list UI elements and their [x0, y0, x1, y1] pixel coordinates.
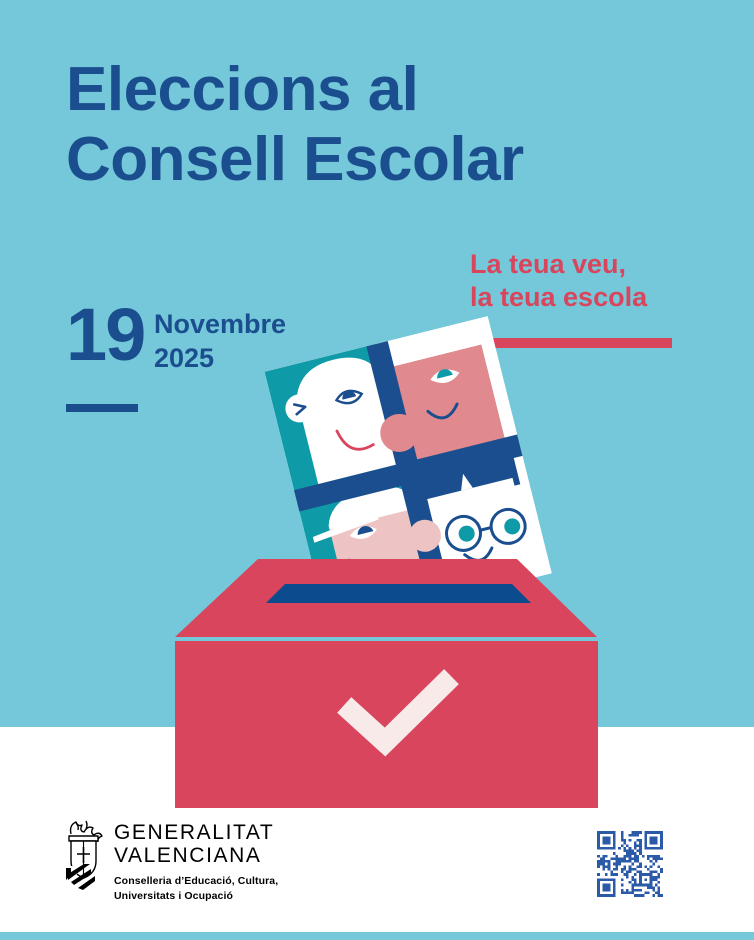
generalitat-valenciana-logo: GENERALITAT VALENCIANA Conselleria d’Edu… — [62, 818, 278, 904]
logo-name-line-2: VALENCIANA — [114, 843, 262, 867]
slogan: La teua veu, la teua escola — [470, 248, 685, 314]
bottom-accent-bar — [0, 932, 754, 940]
slogan-line-2: la teua escola — [470, 281, 648, 312]
headline-line-2: Consell Escolar — [66, 125, 524, 195]
logo-institution-name: GENERALITAT VALENCIANA — [114, 821, 278, 867]
slogan-underline-rule — [470, 338, 672, 348]
date-month: Novembre — [154, 309, 287, 339]
logo-name-line-1: GENERALITAT — [114, 821, 275, 844]
date-underline-rule — [66, 404, 138, 412]
slogan-line-1: La teua veu, — [470, 249, 627, 279]
logo-dept-line-2: Universitats i Ocupació — [114, 890, 234, 903]
headline-line-1: Eleccions al — [66, 55, 419, 124]
logo-department-name: Conselleria d’Educació, Cultura, Univers… — [114, 874, 278, 904]
date-year: 2025 — [154, 342, 215, 373]
page-title: Eleccions al Consell Escolar — [66, 55, 686, 195]
date-month-year: Novembre 2025 — [154, 308, 286, 376]
coat-of-arms-icon — [66, 820, 103, 890]
senyera-bars — [66, 864, 95, 890]
logo-text-block: GENERALITAT VALENCIANA Conselleria d’Edu… — [114, 818, 278, 904]
qr-code[interactable] — [592, 826, 668, 902]
date-day: 19 — [66, 293, 146, 376]
logo-dept-line-1: Conselleria d’Educació, Cultura, — [114, 875, 279, 888]
